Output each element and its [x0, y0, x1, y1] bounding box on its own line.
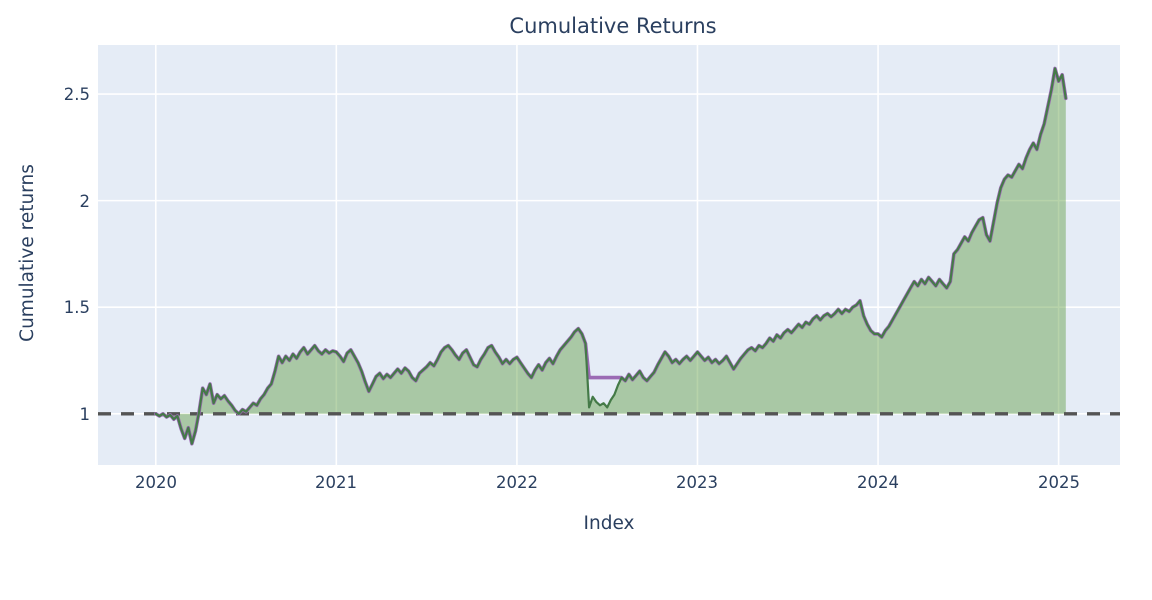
plot-background[interactable]	[98, 45, 1120, 465]
cumulative-returns-area	[154, 67, 1067, 445]
x-axis-title: Index	[584, 513, 635, 534]
y-tick-label-2: 2	[80, 192, 91, 211]
x-tick-label-2021: 2021	[315, 473, 357, 492]
y-tick-label-1: 1	[80, 405, 91, 424]
x-tick-label-2025: 2025	[1038, 473, 1080, 492]
chart-title: Cumulative Returns	[509, 14, 716, 38]
y-tick-label-1p5: 1.5	[64, 298, 90, 317]
area-fill-layer	[155, 68, 1066, 444]
series-line-layer	[154, 66, 1068, 446]
x-tick-label-2022: 2022	[496, 473, 538, 492]
y-tick-label-2p5: 2.5	[64, 85, 90, 104]
x-tick-label-2020: 2020	[135, 473, 177, 492]
x-tick-label-2024: 2024	[857, 473, 899, 492]
y-axis-title: Cumulative returns	[17, 164, 38, 342]
x-tick-label-2023: 2023	[676, 473, 718, 492]
cumulative-returns-area-fill	[155, 68, 1066, 444]
